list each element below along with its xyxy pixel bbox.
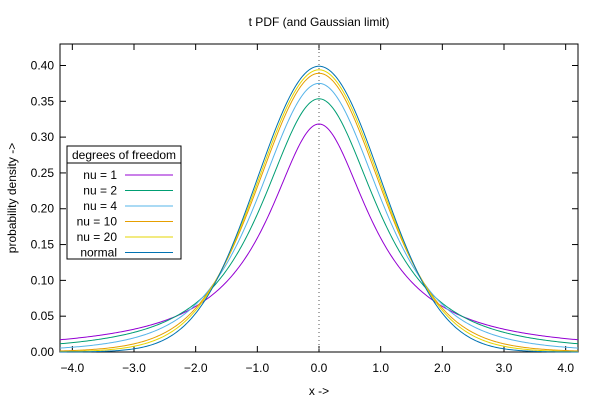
x-axis-label: x -> [309, 384, 329, 398]
x-tick-label: −2.0 [184, 361, 208, 375]
series-line-nu-4 [59, 82, 579, 349]
legend: degrees of freedom nu = 1 nu = 2nu = 4 nu =… [66, 145, 182, 260]
legend-entry-label: nu = 1 [83, 168, 117, 182]
x-tick-label: 1.0 [372, 361, 389, 375]
x-tick-label: 3.0 [496, 361, 513, 375]
series-line-nu-10 [59, 72, 579, 352]
y-tick-label: 0.25 [31, 166, 55, 180]
x-tick-label: −1.0 [245, 361, 269, 375]
legend-box [66, 145, 182, 260]
y-axis-label: probability density -> [5, 143, 19, 253]
x-tick-label: 2.0 [434, 361, 451, 375]
series-lines [59, 65, 579, 353]
y-tick-label: 0.35 [31, 94, 55, 108]
y-axis-ticks: 0.00 0.05 0.10 0.15 0.20 0.25 0.30 0.35 0.40 [31, 58, 578, 359]
y-tick-label: 0.30 [31, 130, 55, 144]
chart-title: t PDF (and Gaussian limit) [249, 15, 390, 29]
x-tick-label: 0.0 [311, 361, 328, 375]
y-tick-label: 0.00 [31, 345, 55, 359]
legend-entry-label: nu = 2 [83, 184, 117, 198]
y-tick-label: 0.05 [31, 309, 55, 323]
series-line-nu-20 [59, 69, 579, 353]
y-tick-label: 0.40 [31, 58, 55, 72]
x-tick-label: 4.0 [557, 361, 574, 375]
legend-entry-label: nu = 20 [77, 230, 118, 244]
legend-entry-label: nu = 10 [77, 215, 118, 229]
x-tick-label: −3.0 [122, 361, 146, 375]
series-line-nu-2 [59, 98, 579, 345]
y-tick-label: 0.15 [31, 238, 55, 252]
legend-entry-label: nu = 4 [83, 199, 117, 213]
x-tick-label: −4.0 [60, 361, 84, 375]
x-axis-ticks: −4.0 −3.0 −2.0 −1.0 0.0 1.0 2.0 3.0 4.0 [60, 44, 574, 375]
series-line-nu-1 [59, 123, 579, 341]
y-tick-label: 0.10 [31, 273, 55, 287]
series-line-normal [59, 65, 579, 353]
y-tick-label: 0.20 [31, 202, 55, 216]
legend-entry-label: normal [80, 246, 117, 260]
legend-title: degrees of freedom [72, 148, 176, 162]
